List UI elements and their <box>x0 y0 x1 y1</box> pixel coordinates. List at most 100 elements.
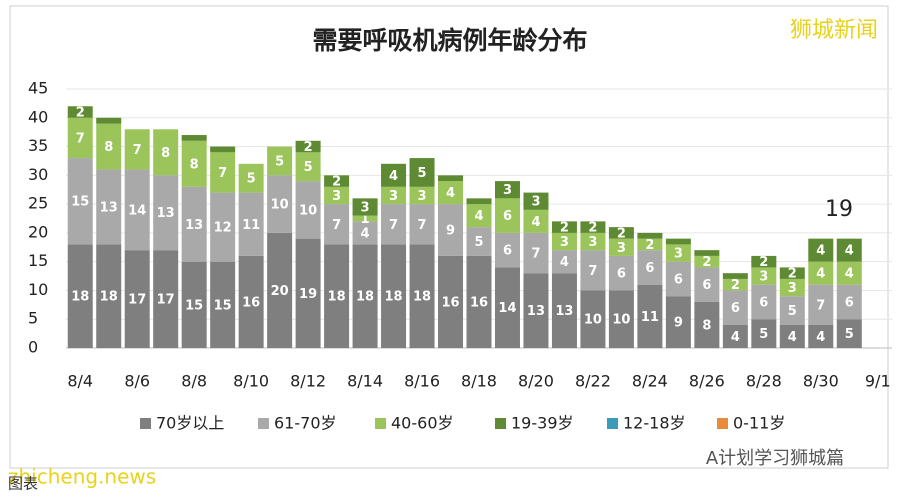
bar-segment <box>836 284 862 320</box>
data-label: 2 <box>617 226 626 241</box>
data-label: 7 <box>218 166 227 181</box>
data-label: 3 <box>389 189 398 204</box>
bar-segment <box>608 238 634 256</box>
bar-segment <box>96 244 122 348</box>
data-label: 5 <box>275 154 284 169</box>
annotation: 19 <box>825 197 853 222</box>
y-tick-label: 10 <box>28 280 48 299</box>
data-label: 8 <box>161 146 170 161</box>
x-tick-label: 8/8 <box>181 372 207 391</box>
data-label: 18 <box>71 290 89 305</box>
bar-segment <box>153 129 179 176</box>
bar-segment <box>324 204 350 245</box>
data-label: 2 <box>588 221 597 236</box>
bar-segment <box>438 255 464 348</box>
x-tick-label: 8/28 <box>746 372 782 391</box>
bar-segment <box>409 158 435 187</box>
bar-segment <box>694 301 720 348</box>
bar-segment <box>267 146 293 176</box>
bar-segment <box>381 244 407 348</box>
y-tick-label: 0 <box>28 338 38 357</box>
x-tick-label: 8/12 <box>290 372 326 391</box>
legend-swatch <box>607 418 618 429</box>
data-label: 4 <box>788 330 797 345</box>
bar-segment <box>808 238 834 262</box>
data-label: 8 <box>190 157 199 172</box>
bar-segment <box>352 215 378 222</box>
data-label: 3 <box>617 241 626 256</box>
data-label: 2 <box>759 255 768 270</box>
bar-segment <box>409 244 435 348</box>
watermark: 狮城新闻 <box>790 18 878 43</box>
data-label: 7 <box>332 218 341 233</box>
bar-segment <box>466 227 492 256</box>
bar-segment <box>438 204 464 256</box>
data-label: 13 <box>157 206 175 221</box>
bar-segment <box>637 232 663 239</box>
y-tick-label: 15 <box>28 251 48 270</box>
data-label: 11 <box>641 310 659 325</box>
data-label: 18 <box>413 290 431 305</box>
data-label: 9 <box>446 224 455 239</box>
data-label: 14 <box>128 203 146 218</box>
data-label: 12 <box>214 221 232 236</box>
data-label: 4 <box>845 267 854 282</box>
data-label: 15 <box>214 298 232 313</box>
data-label: 13 <box>100 200 118 215</box>
bar-segment <box>694 255 720 268</box>
data-label: 11 <box>242 218 260 233</box>
bar-segment <box>608 255 634 291</box>
bar-segment <box>210 152 236 193</box>
data-label: 4 <box>389 169 398 184</box>
data-label: 6 <box>759 295 768 310</box>
data-label: 18 <box>356 290 374 305</box>
data-label: 17 <box>128 293 146 308</box>
bar-segment <box>210 192 236 262</box>
bar-segment <box>181 140 207 187</box>
bar-segment <box>295 140 321 153</box>
bar-segment <box>494 267 520 348</box>
data-label: 4 <box>474 209 483 224</box>
data-label: 5 <box>418 166 427 181</box>
legend-swatch <box>375 418 386 429</box>
data-label: 6 <box>617 267 626 282</box>
bar-segment <box>751 284 777 320</box>
x-tick-label: 8/30 <box>803 372 839 391</box>
data-label: 2 <box>76 106 85 121</box>
y-tick-label: 20 <box>28 222 48 241</box>
data-label: 10 <box>584 313 602 328</box>
data-label: 3 <box>418 189 427 204</box>
bar-segment <box>694 267 720 302</box>
bar-segment <box>238 163 264 193</box>
bar-segment <box>580 250 606 291</box>
bar-segment <box>722 273 748 279</box>
x-tick-label: 8/16 <box>404 372 440 391</box>
data-label: 2 <box>332 175 341 190</box>
bar-segment <box>494 198 520 233</box>
data-label: 3 <box>788 281 797 296</box>
data-label: 2 <box>645 238 654 253</box>
bar-segment <box>523 273 549 348</box>
data-label: 3 <box>503 183 512 198</box>
bar-segment <box>352 221 378 245</box>
bar-segment <box>779 296 805 325</box>
bar-segment <box>96 117 122 124</box>
x-tick-label: 8/20 <box>518 372 554 391</box>
bar-segment <box>352 244 378 348</box>
data-label: 4 <box>446 186 455 201</box>
bar-segment <box>808 261 834 285</box>
bar-segment <box>466 198 492 205</box>
data-label: 4 <box>531 215 540 230</box>
bar-segment <box>494 232 520 268</box>
bar-segment <box>665 261 691 297</box>
data-label: 1 <box>361 212 370 227</box>
data-label: 3 <box>560 235 569 250</box>
legend-label: 19-39岁 <box>511 414 574 433</box>
chart-title: 需要呼吸机病例年龄分布 <box>312 26 587 55</box>
bar-segment <box>153 250 179 348</box>
bar-segment <box>352 198 378 216</box>
bar-segment <box>267 232 293 348</box>
bar-segment <box>836 319 862 348</box>
bar-segment <box>67 244 93 348</box>
